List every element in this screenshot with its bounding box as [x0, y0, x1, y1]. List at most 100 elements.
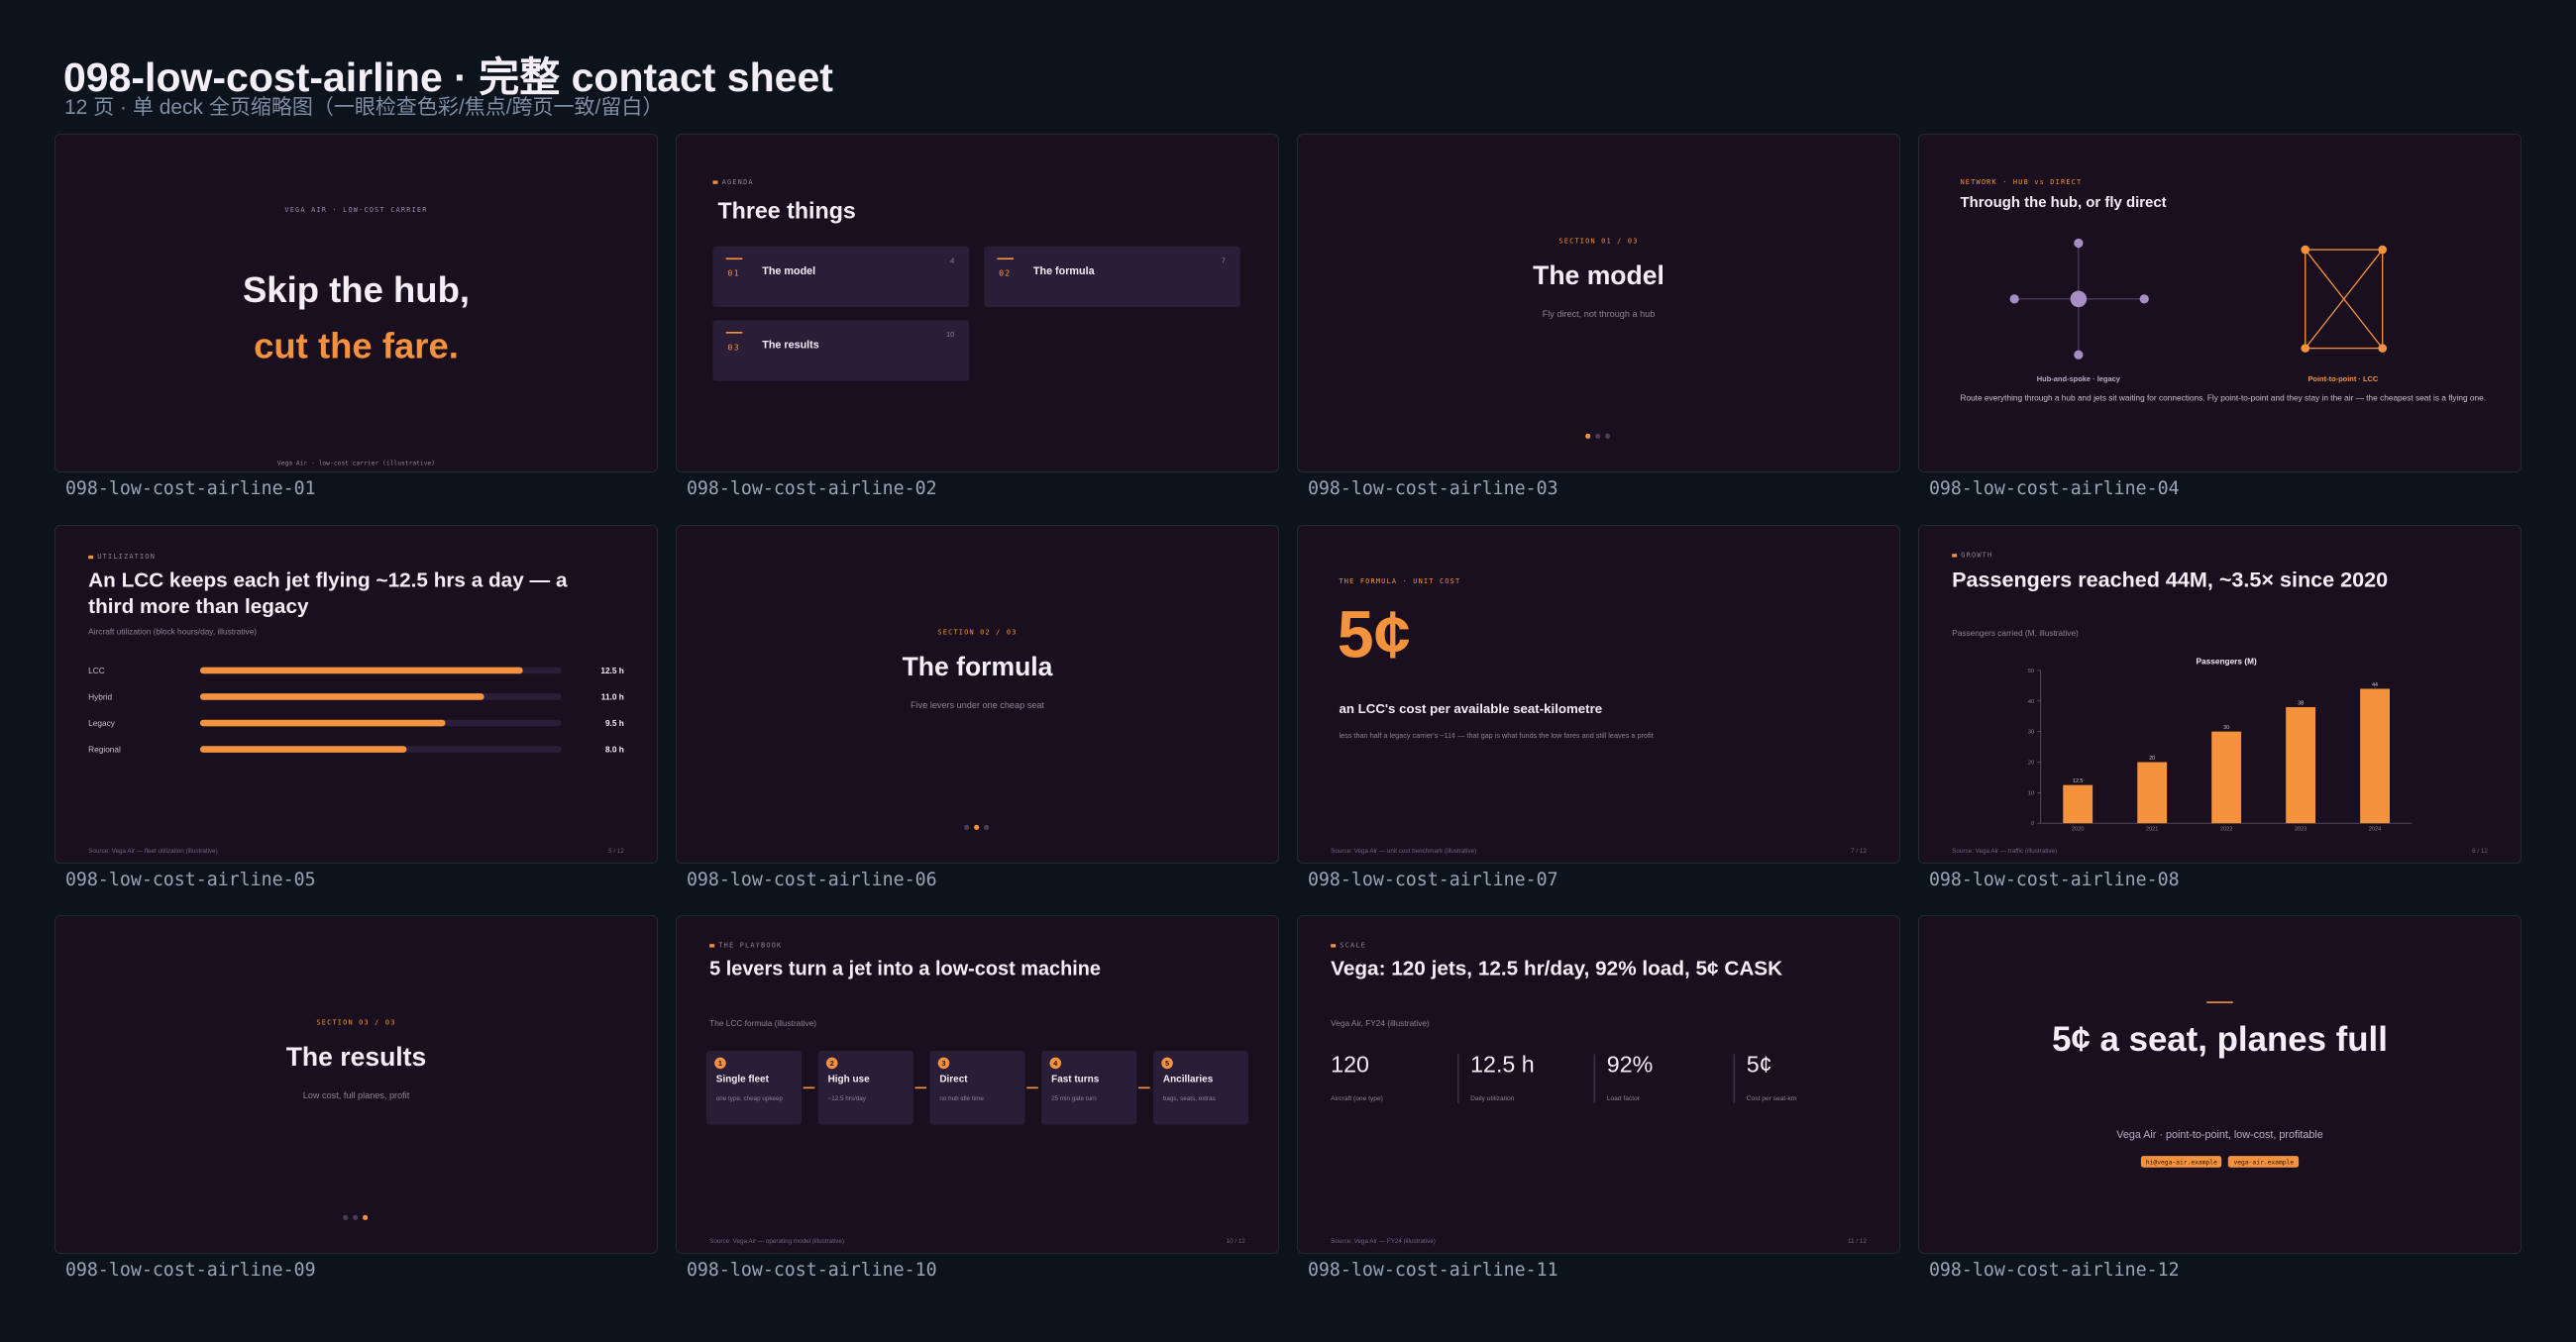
agenda-title: The results [762, 340, 819, 352]
page-number: 11 / 12 [1848, 1238, 1867, 1245]
caption: 098-low-cost-airline-04 [1928, 477, 2180, 500]
flow-arrow [1138, 1086, 1150, 1088]
caption: 098-low-cost-airline-11 [1307, 1259, 1558, 1282]
caption: 098-low-cost-airline-08 [1928, 869, 2180, 891]
hub-node [2070, 290, 2088, 308]
kicker: SECTION 01 / 03 [1558, 236, 1639, 246]
step-title: Ancillaries [1162, 1075, 1214, 1085]
value-label: 44 [2372, 682, 2378, 688]
y-tick-label: 0 [2031, 821, 2034, 827]
bar [199, 746, 407, 753]
step-card: 5 Ancillaries bags, seats, extras [1152, 1050, 1249, 1125]
subtitle: Low cost, full planes, profit [302, 1091, 410, 1102]
step-number: 1 [714, 1057, 726, 1070]
value-label: 12.5 h [600, 666, 623, 675]
step-title: Direct [939, 1075, 968, 1085]
kicker: UTILIZATION [88, 553, 156, 561]
kicker: VEGA AIR · LOW-COST CARRIER [284, 205, 428, 214]
slide-cell: SCALE Vega: 120 jets, 12.5 hr/day, 92% l… [1298, 916, 1900, 1293]
slide: NETWORK · HUB vs DIRECT Through the hub,… [1919, 135, 2522, 471]
footer: Vega Air · low-cost carrier (illustrativ… [276, 458, 436, 467]
agenda-card: 01 The model 4 [712, 246, 970, 308]
slide-cell: SECTION 02 / 03 The formula Five levers … [677, 526, 1279, 903]
page-number: 7 / 12 [1851, 848, 1867, 855]
slide: VEGA AIR · LOW-COST CARRIER Skip the hub… [55, 135, 658, 471]
title: The model [1533, 262, 1664, 291]
caption: 098-low-cost-airline-02 [686, 477, 937, 500]
stat-value: 120 [1331, 1050, 1369, 1078]
slide-cell: SECTION 01 / 03 The model Fly direct, no… [1298, 135, 1900, 512]
bar [199, 719, 446, 727]
subtitle: Aircraft utilization (block hours/day, i… [88, 627, 258, 638]
sheet-title: 098-low-cost-airline · 完整 contact sheet [63, 54, 833, 100]
value-label: 9.5 h [605, 718, 624, 728]
value-label: 8.0 h [605, 745, 624, 755]
slide-cell: THE FORMULA · UNIT COST 5¢ an LCC's cost… [1298, 526, 1900, 903]
title: An LCC keeps each jet flying ~12.5 hrs a… [88, 568, 568, 618]
y-tick-label: 50 [2028, 669, 2034, 674]
slide: UTILIZATION An LCC keeps each jet flying… [55, 526, 658, 863]
agenda-card: 03 The results 10 [712, 320, 970, 381]
page-number: 8 / 12 [2472, 848, 2488, 855]
step-title: Single fleet [715, 1075, 769, 1085]
flow-arrow [914, 1086, 927, 1088]
slide: SECTION 01 / 03 The model Fly direct, no… [1298, 135, 1900, 471]
value-label: 38 [2298, 700, 2304, 706]
x-tick-label: 2021 [2146, 827, 2159, 833]
bar [199, 667, 523, 674]
spoke-node [2074, 238, 2084, 249]
slide: SCALE Vega: 120 jets, 12.5 hr/day, 92% l… [1298, 916, 1900, 1253]
kicker: GROWTH [1952, 551, 1992, 559]
route-square [2305, 249, 2384, 350]
caption: 098-low-cost-airline-12 [1928, 1259, 2180, 1282]
stat-label: Cost per seat-km [1746, 1093, 1797, 1102]
slide-cell: THE PLAYBOOK 5 levers turn a jet into a … [677, 916, 1279, 1293]
footer: Source: Vega Air — fleet utilization (il… [88, 848, 218, 855]
x-tick-label: 2022 [2220, 827, 2233, 833]
tag: hi@vega-air.example [2140, 1156, 2222, 1168]
bar-chart: LCC 12.5 h Hybrid 11.0 h Legacy 9.5 h Regional… [88, 666, 624, 755]
progress-dot [964, 824, 969, 830]
stat-value: 12.5 h [1470, 1050, 1535, 1078]
bar-label: Legacy [88, 718, 116, 728]
title-line: cut the fare. [254, 325, 459, 366]
title: Three things [717, 197, 856, 224]
bar [2211, 731, 2242, 824]
city-node [2378, 344, 2388, 353]
y-tick-label: 10 [2028, 790, 2034, 796]
slide: SECTION 03 / 03 The results Low cost, fu… [55, 916, 658, 1253]
footer: Source: Vega Air — FY24 (illustrative) [1331, 1238, 1436, 1245]
step-card: 3 Direct no hub idle time [929, 1050, 1025, 1125]
x-tick-label: 2023 [2295, 827, 2308, 833]
slide: 5¢ a seat, planes full Vega Air · point-… [1919, 916, 2522, 1253]
bar [2137, 762, 2168, 824]
progress-dot [353, 1214, 358, 1220]
caption: 098-low-cost-airline-01 [64, 477, 316, 500]
title: 5 levers turn a jet into a low-cost mach… [709, 957, 1102, 981]
agenda-number: 01 [727, 268, 740, 279]
accent [997, 258, 1014, 260]
bar-label: Regional [88, 745, 121, 755]
title: an LCC's cost per available seat-kilomet… [1339, 701, 1603, 717]
kicker: THE PLAYBOOK [709, 941, 782, 949]
page-number: 10 / 12 [1226, 1238, 1245, 1245]
slide-cell: SECTION 03 / 03 The results Low cost, fu… [55, 916, 658, 1293]
x-tick-label: 2020 [2072, 827, 2085, 833]
caption: 098-low-cost-airline-05 [64, 869, 316, 891]
slide-cell: GROWTH Passengers reached 44M, ~3.5× sin… [1919, 526, 2522, 903]
step-card: 2 High use ~12.5 hrs/day [817, 1050, 913, 1125]
title: Vega: 120 jets, 12.5 hr/day, 92% load, 5… [1331, 957, 1783, 981]
agenda-card: 02 The formula 7 [984, 246, 1240, 308]
step-card: 1 Single fleet one type, cheap upkeep [705, 1050, 803, 1125]
footer: Source: Vega Air — operating model (illu… [709, 1238, 844, 1245]
sheet-subtitle: 12 页 · 单 deck 全页缩略图（一眼检查色彩/焦点/跨页一致/留白） [64, 96, 664, 119]
progress-dot [1605, 433, 1610, 439]
caption: 098-low-cost-airline-06 [686, 869, 937, 891]
value-label: 20 [2149, 756, 2155, 762]
spoke-node [2139, 294, 2149, 304]
agenda-page: 10 [945, 330, 955, 339]
slide-cell: NETWORK · HUB vs DIRECT Through the hub,… [1919, 135, 2522, 512]
caption: 098-low-cost-airline-09 [64, 1259, 316, 1282]
city-node [2301, 245, 2310, 255]
stat-label: Daily utilization [1470, 1093, 1515, 1102]
